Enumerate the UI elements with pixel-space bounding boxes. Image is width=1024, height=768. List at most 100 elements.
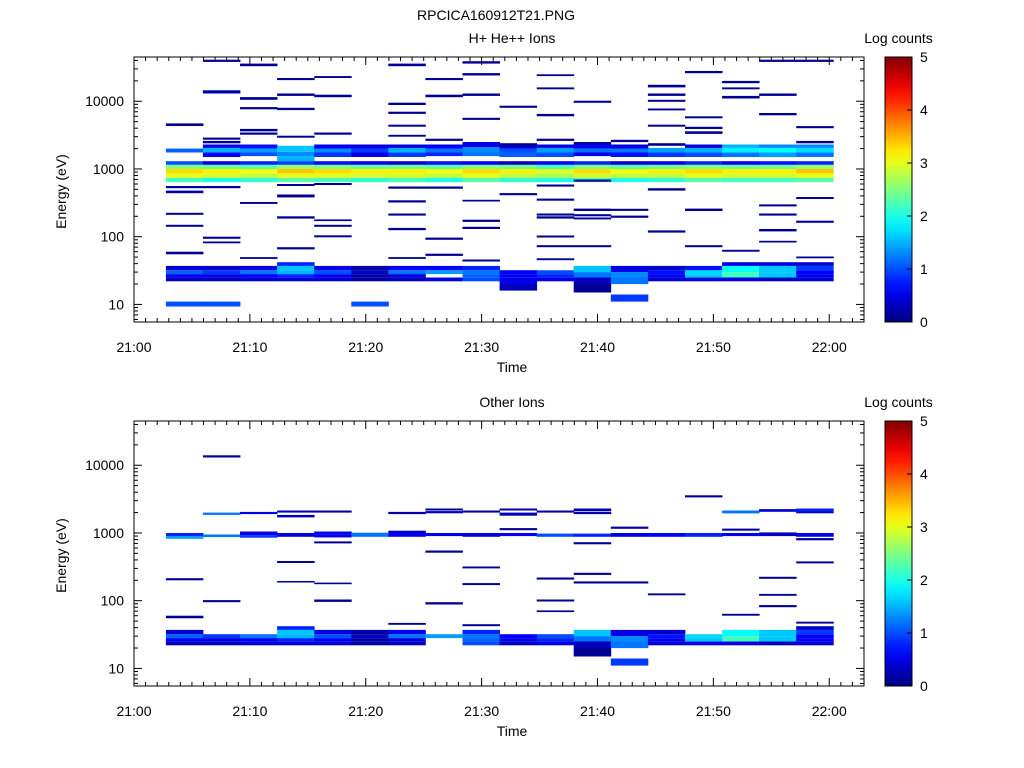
heatmap-cell — [388, 186, 426, 189]
heatmap-cell — [685, 495, 723, 498]
heatmap-cell — [499, 277, 538, 285]
plot-frame — [133, 420, 865, 687]
heatmap-cell — [685, 169, 723, 174]
heatmap-cell — [573, 173, 612, 178]
heatmap-cell — [388, 124, 426, 127]
heatmap-cell — [722, 173, 760, 178]
heatmap-cell — [647, 152, 686, 157]
heatmap-cell — [796, 641, 834, 646]
heatmap-cell — [425, 602, 463, 605]
heatmap-cell — [202, 265, 241, 271]
heatmap-cell — [388, 164, 426, 169]
heatmap-cell — [277, 561, 315, 563]
colorbar-tick-label: 5 — [920, 49, 928, 65]
y-axis-label: Energy (eV) — [53, 518, 69, 593]
heatmap-cell — [462, 161, 500, 165]
heatmap-cell — [351, 270, 389, 275]
heatmap-cell — [462, 259, 500, 262]
heatmap-cell — [685, 144, 723, 148]
heatmap-cell — [759, 213, 797, 216]
heatmap-cell — [722, 262, 760, 266]
heatmap-cell — [165, 224, 204, 227]
heatmap-cell — [462, 265, 500, 271]
heatmap-cell — [462, 510, 500, 513]
heatmap-cell — [573, 179, 612, 182]
heatmap-cell — [277, 510, 315, 513]
x-tick-label: 21:40 — [580, 703, 615, 719]
heatmap-cell — [202, 137, 241, 140]
heatmap-cell — [388, 200, 426, 203]
heatmap-cell — [202, 161, 241, 165]
heatmap-cell — [277, 161, 315, 165]
heatmap-cell — [610, 533, 649, 537]
heatmap-cell — [202, 236, 241, 239]
heatmap-cell — [462, 73, 500, 76]
heatmap-cell — [462, 226, 500, 229]
heatmap-cell — [388, 270, 426, 275]
heatmap-cell — [796, 561, 834, 564]
heatmap-cell — [536, 161, 575, 165]
heatmap-cell — [277, 581, 315, 583]
heatmap-cell — [351, 533, 389, 537]
heatmap-cell — [202, 277, 241, 282]
heatmap-cell — [647, 161, 686, 165]
heatmap-cell — [796, 533, 834, 537]
x-tick-label: 21:00 — [116, 703, 151, 719]
heatmap-cell — [240, 63, 278, 67]
heatmap-cell — [462, 199, 500, 202]
heatmap-cell — [685, 638, 723, 642]
heatmap-cell — [796, 508, 834, 512]
heatmap-cell — [536, 147, 575, 153]
heatmap-cell — [759, 169, 797, 174]
heatmap-cell — [685, 634, 723, 639]
heatmap-cell — [573, 636, 612, 642]
heatmap-cell — [573, 284, 612, 293]
heatmap-cell — [610, 526, 649, 529]
heatmap-cell — [314, 599, 352, 602]
heatmap-cell — [388, 169, 426, 174]
heatmap-cell — [610, 139, 649, 143]
heatmap-cell — [573, 572, 612, 575]
heatmap-cell — [202, 186, 241, 189]
heatmap-cell — [425, 164, 463, 169]
heatmap-cell — [462, 147, 500, 153]
heatmap-cell — [647, 265, 686, 271]
heatmap-cell — [388, 622, 426, 625]
heatmap-cell — [351, 634, 389, 639]
heatmap-cell — [573, 164, 612, 169]
x-tick-label: 21:50 — [696, 339, 731, 355]
heatmap-cell — [277, 634, 315, 639]
heatmap-cell — [499, 105, 538, 108]
heatmap-cell — [165, 641, 204, 646]
heatmap-cell — [796, 152, 834, 157]
heatmap-cell — [388, 277, 426, 282]
heatmap-cell — [722, 613, 760, 616]
heatmap-cell — [202, 177, 241, 183]
spectrogram-cells — [165, 59, 834, 307]
heatmap-cell — [499, 164, 538, 169]
heatmap-cell — [165, 173, 204, 178]
colorbar-tick-label: 4 — [920, 466, 928, 482]
heatmap-cell — [462, 274, 500, 278]
heatmap-cell — [647, 277, 686, 282]
heatmap-cell — [685, 71, 723, 74]
heatmap-cell — [314, 148, 352, 153]
heatmap-cell — [388, 274, 426, 278]
heatmap-cell — [240, 634, 278, 639]
heatmap-cell — [351, 274, 389, 278]
heatmap-cell — [536, 245, 575, 248]
heatmap-cell — [536, 577, 575, 580]
heatmap-cell — [536, 634, 575, 639]
x-axis-label: Time — [497, 723, 528, 739]
heatmap-cell — [462, 117, 500, 120]
heatmap-cell — [610, 272, 649, 278]
heatmap-cell — [573, 277, 612, 285]
heatmap-cell — [759, 272, 797, 278]
heatmap-cell — [425, 277, 463, 282]
heatmap-cell — [165, 533, 204, 537]
heatmap-cell — [202, 164, 241, 169]
heatmap-cell — [314, 76, 352, 78]
heatmap-cell — [722, 641, 760, 646]
heatmap-cell — [202, 455, 241, 458]
heatmap-cell — [388, 227, 426, 231]
